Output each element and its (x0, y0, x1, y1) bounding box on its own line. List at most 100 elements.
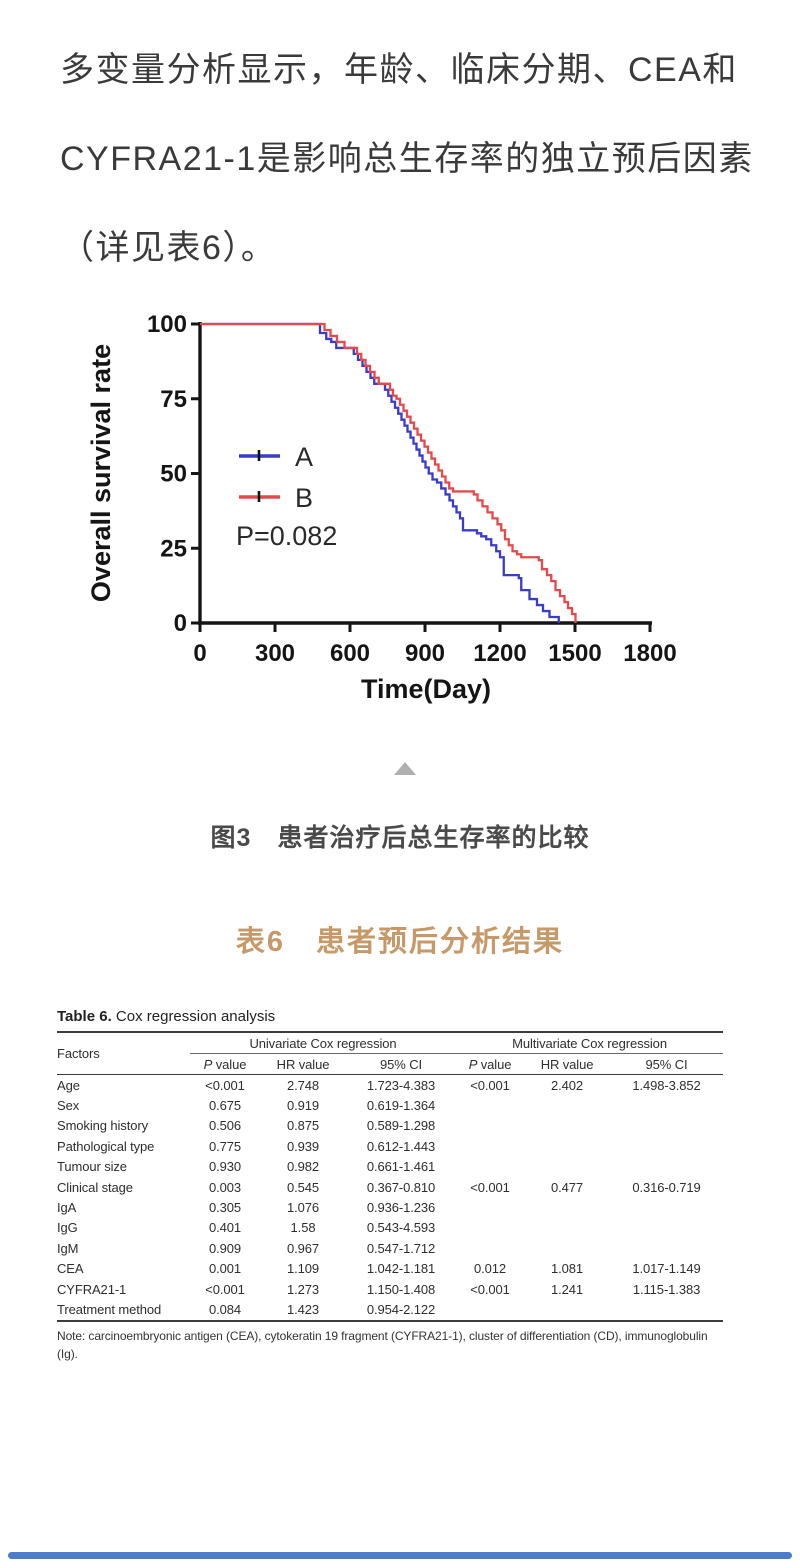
p-value-annotation: P=0.082 (236, 521, 337, 551)
value-cell: 1.273 (286, 1281, 320, 1297)
col-header-factors: Factors (57, 1032, 190, 1075)
value-cell: 1.241 (551, 1281, 584, 1297)
y-tick-label: 100 (147, 311, 187, 338)
sub-header-multi-p-value: P value (456, 1053, 525, 1075)
value-cell: 1.498-3.852 (632, 1077, 701, 1093)
value-cell: 0.305 (208, 1200, 242, 1216)
value-cell: 0.939 (286, 1138, 320, 1154)
value-cell: 0.401 (208, 1220, 242, 1236)
table-caption: Table 6. Cox regression analysis (57, 1008, 723, 1025)
value-cell: 0.589-1.298 (366, 1118, 436, 1134)
value-cell (610, 1299, 723, 1320)
value-cell: <0.001 (470, 1179, 510, 1195)
intro-line: 多变量分析显示，年龄、临床分期、CEA和 (60, 51, 738, 89)
value-cell (524, 1238, 610, 1258)
value-cell: 0.316-0.719 (632, 1179, 701, 1195)
factor-cell: CEA (57, 1261, 84, 1277)
table-caption-text: Cox regression analysis (111, 1008, 276, 1025)
value-cell: 0.954-2.122 (366, 1301, 436, 1317)
y-tick-label: 75 (160, 386, 187, 413)
value-cell: 1.423 (286, 1301, 320, 1317)
table-row: Age <0.001 2.748 1.723-4.383 <0.001 2.402 1.49… (57, 1075, 723, 1096)
value-cell: 1.017-1.149 (632, 1261, 701, 1277)
y-tick-label: 25 (160, 535, 187, 562)
value-cell: 0.506 (208, 1118, 242, 1134)
value-cell: 0.477 (551, 1179, 584, 1195)
value-cell: 0.875 (286, 1118, 320, 1134)
value-cell: 1.58 (290, 1220, 316, 1236)
factor-cell: Smoking history (57, 1118, 148, 1134)
survival-curve-b (200, 322, 577, 623)
value-cell: 1.042-1.181 (366, 1261, 436, 1277)
factor-cell: Treatment method (57, 1301, 162, 1317)
sub-header-multi-95-ci: 95% CI (610, 1053, 724, 1075)
value-cell: <0.001 (470, 1077, 510, 1093)
value-cell (524, 1095, 610, 1115)
table-row: Smoking history 0.506 0.875 0.589-1.298 (57, 1116, 723, 1136)
value-cell: 1.081 (551, 1261, 584, 1277)
x-tick-label: 1200 (473, 640, 526, 667)
cox-regression-table: Table 6. Cox regression analysis Factors… (57, 1008, 724, 1364)
value-cell: 1.150-1.408 (366, 1281, 436, 1297)
factor-cell: CYFRA21-1 (57, 1281, 127, 1297)
value-cell (610, 1238, 723, 1258)
value-cell: <0.001 (470, 1281, 510, 1297)
intro-line: （详见表6）。 (60, 229, 277, 267)
x-tick-label: 300 (255, 640, 295, 667)
sub-header-multi-hr-value: HR value (524, 1053, 611, 1075)
factor-cell: Clinical stage (57, 1179, 133, 1195)
collapse-triangle-icon[interactable] (394, 762, 416, 775)
table-row: Sex 0.675 0.919 0.619-1.364 (57, 1095, 723, 1115)
y-tick-label: 50 (160, 461, 187, 488)
factor-cell: Sex (57, 1098, 80, 1114)
value-cell (610, 1116, 723, 1136)
value-cell: 0.967 (286, 1240, 320, 1256)
factor-cell: Pathological type (57, 1138, 155, 1154)
value-cell: 1.076 (286, 1200, 320, 1216)
x-tick-label: 1500 (548, 640, 601, 667)
value-cell (456, 1136, 524, 1156)
table-row: IgA 0.305 1.076 0.936-1.236 (57, 1197, 723, 1217)
y-axis-title: Overall survival rate (88, 344, 116, 602)
value-cell (610, 1218, 723, 1238)
table-row: Tumour size 0.930 0.982 0.661-1.461 (57, 1157, 723, 1177)
intro-line: CYFRA21-1是影响总生存率的独立预后因素 (60, 140, 754, 178)
value-cell: 0.661-1.461 (366, 1159, 436, 1175)
value-cell (456, 1218, 524, 1238)
value-cell: 0.367-0.810 (366, 1179, 436, 1195)
value-cell (524, 1197, 610, 1217)
sub-header-uni-95-ci: 95% CI (346, 1053, 457, 1075)
table-row: Pathological type 0.775 0.939 0.612-1.443 (57, 1136, 723, 1156)
table-row: Clinical stage 0.003 0.545 0.367-0.810 <0.00… (57, 1177, 723, 1197)
value-cell: 0.936-1.236 (366, 1200, 436, 1216)
x-tick-label: 900 (405, 640, 445, 667)
sub-header-uni-p-value: P value (190, 1053, 260, 1075)
value-cell: 0.619-1.364 (366, 1098, 436, 1114)
table-row: IgM 0.909 0.967 0.547-1.712 (57, 1238, 723, 1258)
sub-header-uni-hr-value: HR value (260, 1053, 346, 1075)
value-cell: 0.012 (474, 1261, 507, 1277)
value-cell: 0.001 (208, 1261, 242, 1277)
value-cell: 0.930 (208, 1159, 242, 1175)
value-cell (610, 1157, 723, 1177)
value-cell: 1.109 (286, 1261, 320, 1277)
table-title-cn: 表6 患者预后分析结果 (235, 926, 565, 958)
table-row: Treatment method 0.084 1.423 0.954-2.122 (57, 1299, 723, 1320)
factor-cell: Tumour size (57, 1159, 127, 1175)
factor-cell: IgA (57, 1200, 77, 1216)
value-cell (610, 1136, 723, 1156)
value-cell: <0.001 (205, 1077, 245, 1093)
table-caption-number: Table 6. (57, 1008, 112, 1025)
value-cell (524, 1157, 610, 1177)
value-cell (610, 1197, 723, 1217)
x-tick-label: 0 (193, 640, 206, 667)
value-cell: 0.545 (286, 1179, 320, 1195)
value-cell (524, 1299, 610, 1320)
bottom-bar (8, 1552, 792, 1559)
value-cell (456, 1299, 524, 1320)
value-cell: 0.775 (208, 1138, 242, 1154)
value-cell: 0.612-1.443 (366, 1138, 436, 1154)
factor-cell: IgG (57, 1220, 78, 1236)
value-cell: <0.001 (205, 1281, 245, 1297)
